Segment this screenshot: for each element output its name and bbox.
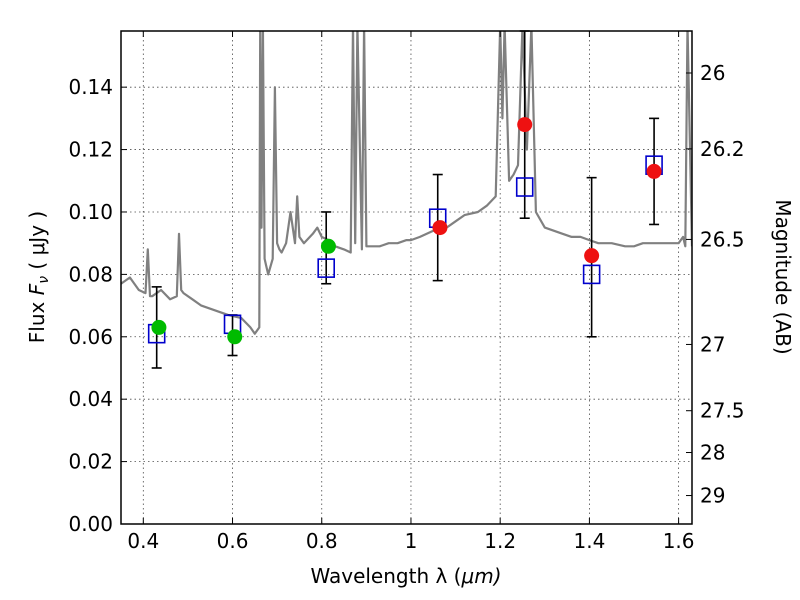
x-axis: 0.4 0.6 0.8 1 1.2 1.4 1.6 xyxy=(127,31,695,553)
y-tick-label: 0.14 xyxy=(68,75,113,99)
plot-frame xyxy=(120,30,693,525)
y2-tick-label: 26 xyxy=(700,61,725,85)
x-tick-label: 0.4 xyxy=(127,529,159,553)
y-tick-label: 0.00 xyxy=(68,512,113,536)
spectrum-line xyxy=(121,31,692,335)
y2-tick-label: 29 xyxy=(700,484,725,508)
y2-tick-label: 27 xyxy=(700,332,725,356)
y-tick-label: 0.06 xyxy=(68,325,113,349)
circle-marker xyxy=(517,117,533,133)
square-markers xyxy=(147,155,663,344)
x-tick-label: 1.4 xyxy=(573,529,605,553)
circle-markers xyxy=(151,117,662,345)
y-tick-label: 0.12 xyxy=(68,138,113,162)
circle-marker xyxy=(432,220,448,236)
circle-marker xyxy=(646,163,662,179)
y-tick-label: 0.08 xyxy=(68,262,113,286)
circle-marker xyxy=(584,248,600,264)
circle-marker xyxy=(227,329,243,345)
y-tick-label: 0.04 xyxy=(68,387,113,411)
y2-tick-label: 26.2 xyxy=(700,137,745,161)
circle-marker xyxy=(320,238,336,254)
error-bars xyxy=(151,30,660,369)
y-axis: 0.00 0.02 0.04 0.06 0.08 0.10 0.12 0.14 xyxy=(68,75,127,536)
x-tick-label: 1.2 xyxy=(484,529,516,553)
y2-tick-label: 27.5 xyxy=(700,399,745,423)
y2-tick-label: 28 xyxy=(700,441,725,465)
grid xyxy=(121,31,692,524)
x-tick-label: 1 xyxy=(405,529,418,553)
x-tick-label: 0.6 xyxy=(217,529,249,553)
y-tick-label: 0.02 xyxy=(68,450,113,474)
spectrum-layer xyxy=(121,31,692,335)
x-tick-label: 0.8 xyxy=(306,529,338,553)
y-tick-label: 0.10 xyxy=(68,200,113,224)
square-marker xyxy=(582,264,601,285)
x-axis-title: Wavelength λ (μm) xyxy=(310,564,501,588)
y-axis-title: Flux Fν ( μJy ) xyxy=(25,211,52,343)
x-tick-label: 1.6 xyxy=(663,529,695,553)
y2-tick-label: 26.5 xyxy=(700,227,745,251)
y2-axis-title: Magnitude (AB) xyxy=(771,199,795,354)
y2-axis: 26 26.2 26.5 27 27.5 28 29 xyxy=(686,61,745,508)
square-marker xyxy=(515,177,534,197)
circle-marker xyxy=(151,319,167,335)
square-marker xyxy=(317,258,336,278)
